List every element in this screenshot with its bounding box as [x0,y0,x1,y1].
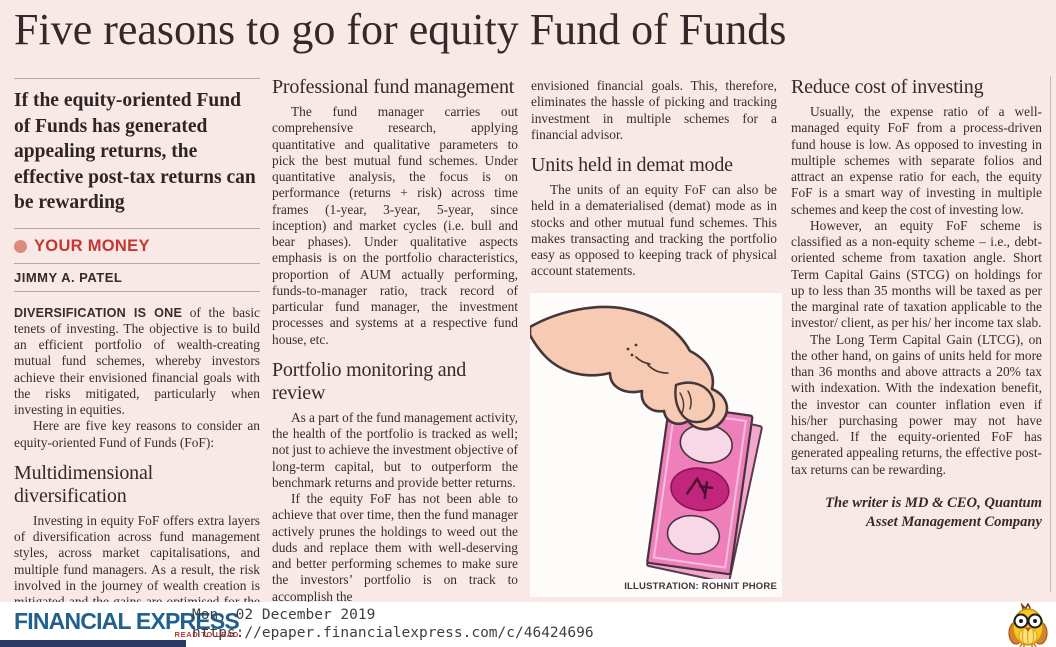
intro-paragraph: DIVERSIFICATION IS ONE of the basic tene… [14,305,260,419]
article-column-4: Reduce cost of investing Usually, the ex… [791,76,1042,546]
section-heading-portfolio-monitoring: Portfolio monitoring and review [272,358,467,404]
section-paragraph: The Long Term Capital Gain (LTCG), on th… [791,331,1042,477]
brand-wordmark: FINANCIAL EXPRESS [14,608,240,634]
section-heading-multidimensional-diversification: Multidimensional diversification [14,461,154,507]
section-paragraph: The fund manager carries out comprehensi… [272,104,518,347]
publication-date: Mon, 02 December 2019 [192,607,376,623]
section-paragraph-continued: envisioned financial goals. This, theref… [531,78,777,142]
intro-text: of the basic tenets of investing. The ob… [14,304,260,418]
byline: JIMMY A. PATEL [14,262,260,292]
section-heading-professional-fund-management: Professional fund management [272,76,515,98]
epaper-url[interactable]: https://epaper.financialexpress.com/c/46… [192,625,594,641]
section-paragraph: If the equity FoF has not been able to a… [272,491,518,604]
article-title: Five reasons to go for equity Fund of Fu… [14,5,787,54]
section-heading-units-demat: Units held in demat mode [531,154,733,176]
publication-meta: Mon, 02 December 2019 https://epaper.fin… [192,606,594,642]
article-column-3: envisioned financial goals. This, theref… [531,78,777,280]
hand-note-drawing [530,305,763,579]
owl-mascot-icon[interactable] [1006,603,1050,647]
standfirst-block: If the equity-oriented Fund of Funds has… [14,78,260,228]
illustration-credit: ILLUSTRATION: ROHNIT PHORE [624,581,777,592]
writer-attribution: The writer is MD & CEO, Quantum Asset Ma… [825,494,1042,530]
footer-navy-bar [0,640,186,647]
column-rule [1050,76,1051,592]
section-paragraph: Usually, the expense ratio of a well-man… [791,104,1042,217]
kicker-row: YOUR MONEY [14,227,260,263]
epaper-footer: FINANCIAL EXPRESS READ TO LEAD Mon, 02 D… [0,602,1056,647]
section-paragraph: As a part of the fund management activit… [272,409,518,490]
article-column-2: Professional fund management The fund ma… [272,76,518,605]
section-paragraph: The units of an equity FoF can also be h… [531,182,777,279]
section-paragraph: However, an equity FoF scheme is classif… [791,217,1042,331]
financial-express-logo[interactable]: FINANCIAL EXPRESS READ TO LEAD [14,608,240,639]
article-column-1: If the equity-oriented Fund of Funds has… [14,78,260,627]
kicker-label: YOUR MONEY [34,236,150,255]
hand-with-currency-note-illustration: ILLUSTRATION: ROHNIT PHORE [530,293,782,597]
newspaper-article: Five reasons to go for equity Fund of Fu… [0,0,1056,625]
brand-tagline: READ TO LEAD [174,630,239,639]
standfirst: If the equity-oriented Fund of Funds has… [14,90,256,213]
intro-paragraph-2: Here are five key reasons to consider an… [14,418,260,450]
bullet-icon [14,239,27,253]
section-heading-reduce-cost: Reduce cost of investing [791,76,984,98]
intro-lead-in: DIVERSIFICATION IS ONE [14,305,183,320]
